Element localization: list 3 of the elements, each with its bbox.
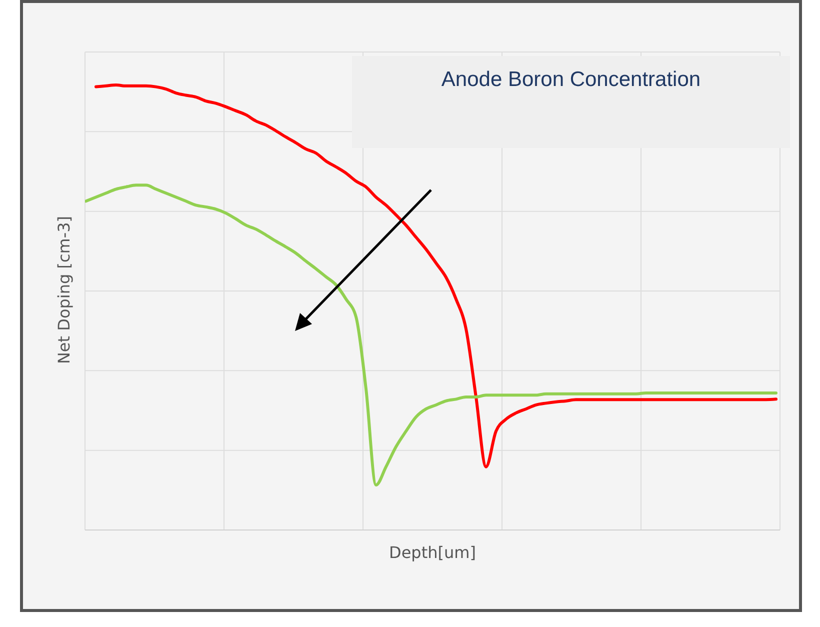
x-axis-title: Depth[um] <box>389 543 476 562</box>
y-axis-title: Net Doping [cm-3] <box>54 216 74 364</box>
chart-title: Anode Boron Concentration <box>440 68 702 92</box>
